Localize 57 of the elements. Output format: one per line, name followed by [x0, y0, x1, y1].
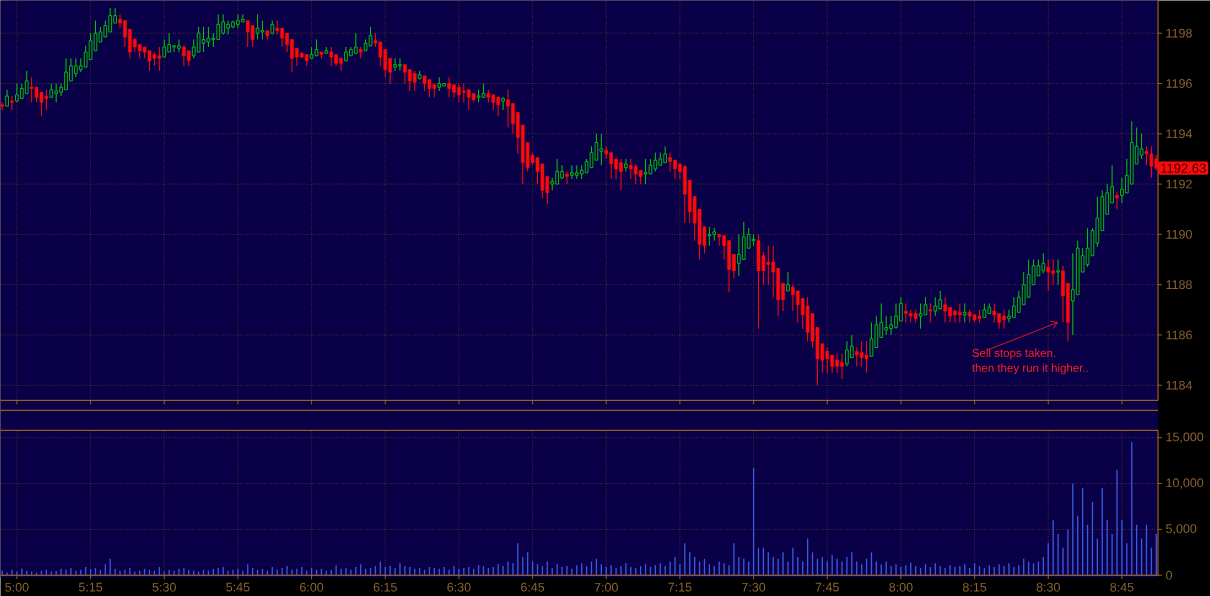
candlestick — [928, 302, 933, 323]
candlestick — [10, 95, 14, 111]
x-tick-label: 8:00 — [889, 582, 913, 592]
x-tick-label: 5:00 — [5, 582, 29, 592]
y-tick-label: 1184 — [1166, 380, 1193, 390]
candlestick — [1046, 258, 1051, 292]
candlestick — [786, 271, 790, 292]
candlestick — [624, 158, 628, 172]
y-tick-label: 1194 — [1166, 129, 1193, 139]
y-tick-label: 5,000 — [1166, 524, 1197, 535]
candlestick — [501, 96, 505, 111]
x-tick-label: 8:30 — [1036, 582, 1060, 592]
candlestick — [260, 19, 265, 40]
x-tick-label: 5:15 — [78, 582, 103, 592]
x-tick-label: 5:45 — [226, 582, 250, 592]
annotation: Sell stops taken. — [972, 348, 1056, 360]
x-tick-label: 6:00 — [300, 582, 324, 592]
x-tick-label: 7:45 — [815, 582, 839, 592]
y-tick-label: 1196 — [1166, 78, 1192, 88]
y-tick-label: 15,000 — [1166, 432, 1204, 443]
text: 1192.63 — [1161, 163, 1206, 173]
x-tick-label: 7:15 — [668, 582, 692, 592]
candlestick — [962, 302, 967, 323]
candlestick — [707, 226, 712, 247]
candlestick — [589, 145, 594, 169]
candlestick — [992, 302, 997, 323]
candlestick — [353, 32, 358, 54]
y-tick-label: 1198 — [1166, 28, 1192, 38]
y-tick-label: 1190 — [1166, 229, 1192, 239]
candlestick — [751, 233, 756, 247]
candlestick — [368, 26, 373, 47]
candlestick — [565, 170, 569, 185]
candlestick — [412, 70, 417, 92]
candlestick — [918, 302, 923, 330]
candlestick — [206, 26, 211, 48]
candlestick — [255, 13, 260, 40]
x-tick-label: 6:30 — [447, 582, 471, 592]
candlestick — [1115, 190, 1119, 210]
candlestick — [1056, 258, 1060, 286]
x-tick-label: 8:15 — [962, 582, 987, 592]
candlestick — [201, 26, 206, 53]
candlestick — [933, 296, 938, 317]
candlestick — [643, 158, 648, 185]
y-tick-label: 1186 — [1166, 330, 1192, 340]
x-tick-label: 6:15 — [373, 582, 397, 592]
y-tick-label: 10,000 — [1166, 478, 1204, 489]
annotation: then they run it higher.. — [972, 363, 1088, 375]
y-tick-label: 1188 — [1166, 280, 1192, 289]
x-tick-label: 7:30 — [742, 582, 766, 592]
x-tick-label: 5:30 — [152, 582, 176, 592]
y-tick-label: 1192 — [1166, 179, 1192, 189]
y-tick-label: 0 — [1166, 570, 1173, 580]
x-tick-label: 7:00 — [594, 582, 618, 592]
candlestick — [864, 340, 869, 374]
x-tick-label: 8:45 — [1110, 582, 1134, 592]
candlestick — [869, 321, 874, 357]
x-tick-label: 6:45 — [521, 582, 545, 592]
